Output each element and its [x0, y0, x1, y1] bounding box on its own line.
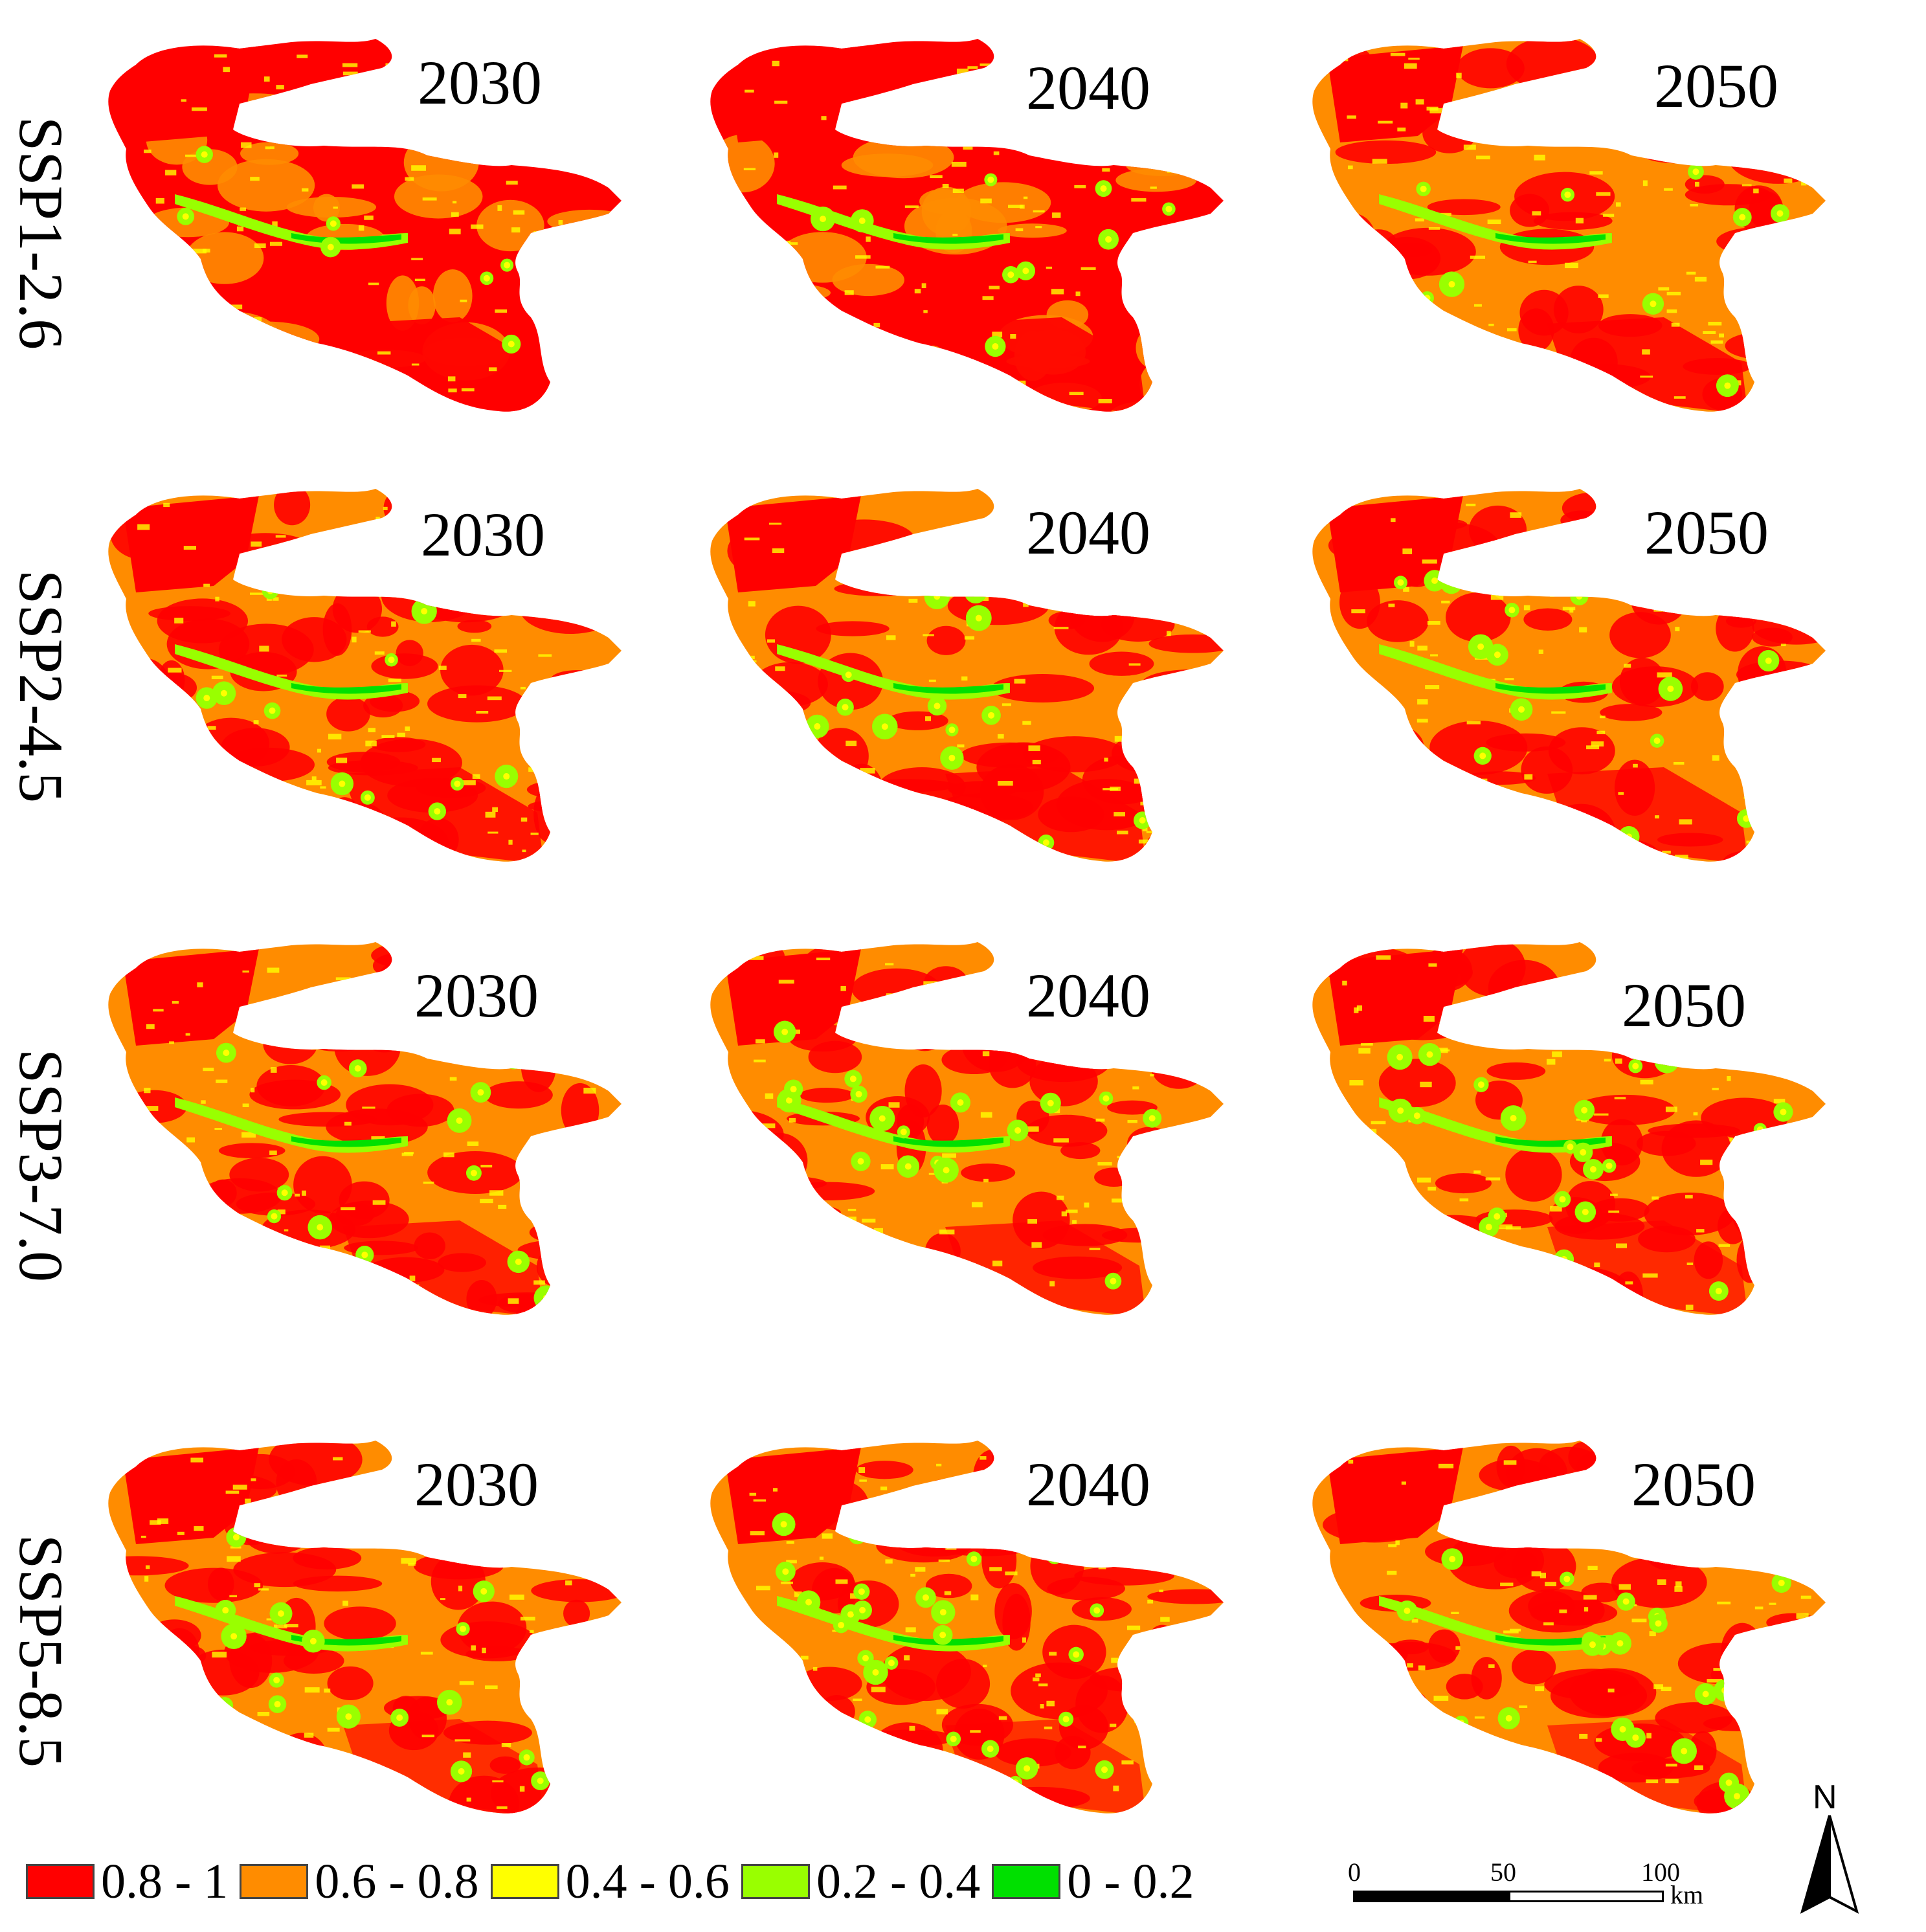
scale-tick-label: 100	[1641, 1858, 1680, 1887]
north-arrow-icon	[1800, 1815, 1859, 1914]
year-label: 2040	[1026, 53, 1150, 122]
scale-tick-label: 0	[1348, 1858, 1361, 1887]
legend-swatch	[992, 1864, 1061, 1899]
scenario-label: SSP1-2.6	[6, 116, 76, 350]
legend-item: 0.2 - 0.4	[741, 1854, 989, 1910]
legend-label: 0.4 - 0.6	[565, 1854, 730, 1909]
year-label: 2050	[1631, 1450, 1756, 1519]
legend-item: 0.6 - 0.8	[240, 1854, 487, 1910]
legend-label: 0 - 0.2	[1067, 1854, 1194, 1909]
suitability-map	[1312, 39, 1826, 412]
legend-item: 0.4 - 0.6	[490, 1854, 739, 1910]
year-label: 2030	[421, 500, 545, 569]
year-label: 2040	[1026, 961, 1150, 1030]
legend-swatch	[490, 1864, 559, 1899]
scenario-label: SSP5-8.5	[6, 1534, 76, 1768]
year-label: 2030	[414, 961, 539, 1030]
scale-unit-label: km	[1670, 1880, 1704, 1909]
year-label: 2050	[1654, 51, 1778, 120]
legend-swatch	[240, 1864, 309, 1899]
scale-tick-label: 50	[1490, 1858, 1516, 1887]
legend-swatch	[741, 1864, 810, 1899]
legend-item: 0 - 0.2	[992, 1854, 1203, 1910]
scale-bar-segment	[1353, 1891, 1508, 1902]
suitability-map	[108, 39, 621, 412]
year-label: 2050	[1644, 498, 1769, 567]
legend-label: 0.6 - 0.8	[315, 1854, 479, 1909]
year-label: 2040	[1026, 1450, 1150, 1519]
north-label: N	[1813, 1779, 1837, 1816]
suitability-map	[108, 489, 621, 862]
suitability-map	[710, 489, 1224, 862]
year-label: 2030	[418, 48, 542, 117]
legend-label: 0.8 - 1	[101, 1854, 229, 1909]
scenario-label: SSP2-4.5	[6, 569, 76, 803]
year-label: 2040	[1026, 498, 1150, 567]
year-label: 2050	[1622, 971, 1746, 1040]
suitability-map	[108, 1441, 621, 1814]
scale-bar-segment	[1508, 1891, 1664, 1902]
suitability-map	[108, 942, 621, 1315]
legend-swatch	[26, 1864, 95, 1899]
suitability-map	[710, 1441, 1224, 1814]
legend-label: 0.2 - 0.4	[816, 1854, 981, 1909]
suitability-map	[1312, 942, 1826, 1315]
legend: 0.8 - 1 0.6 - 0.8 0.4 - 0.6 0.2 - 0.4 0 …	[26, 1854, 1206, 1910]
suitability-map	[1312, 1441, 1826, 1814]
scenario-label: SSP3-7.0	[6, 1048, 76, 1283]
year-label: 2030	[414, 1450, 539, 1519]
legend-item: 0.8 - 1	[26, 1854, 237, 1910]
suitability-map	[710, 39, 1224, 412]
suitability-map	[1312, 489, 1826, 862]
suitability-map	[710, 942, 1224, 1315]
